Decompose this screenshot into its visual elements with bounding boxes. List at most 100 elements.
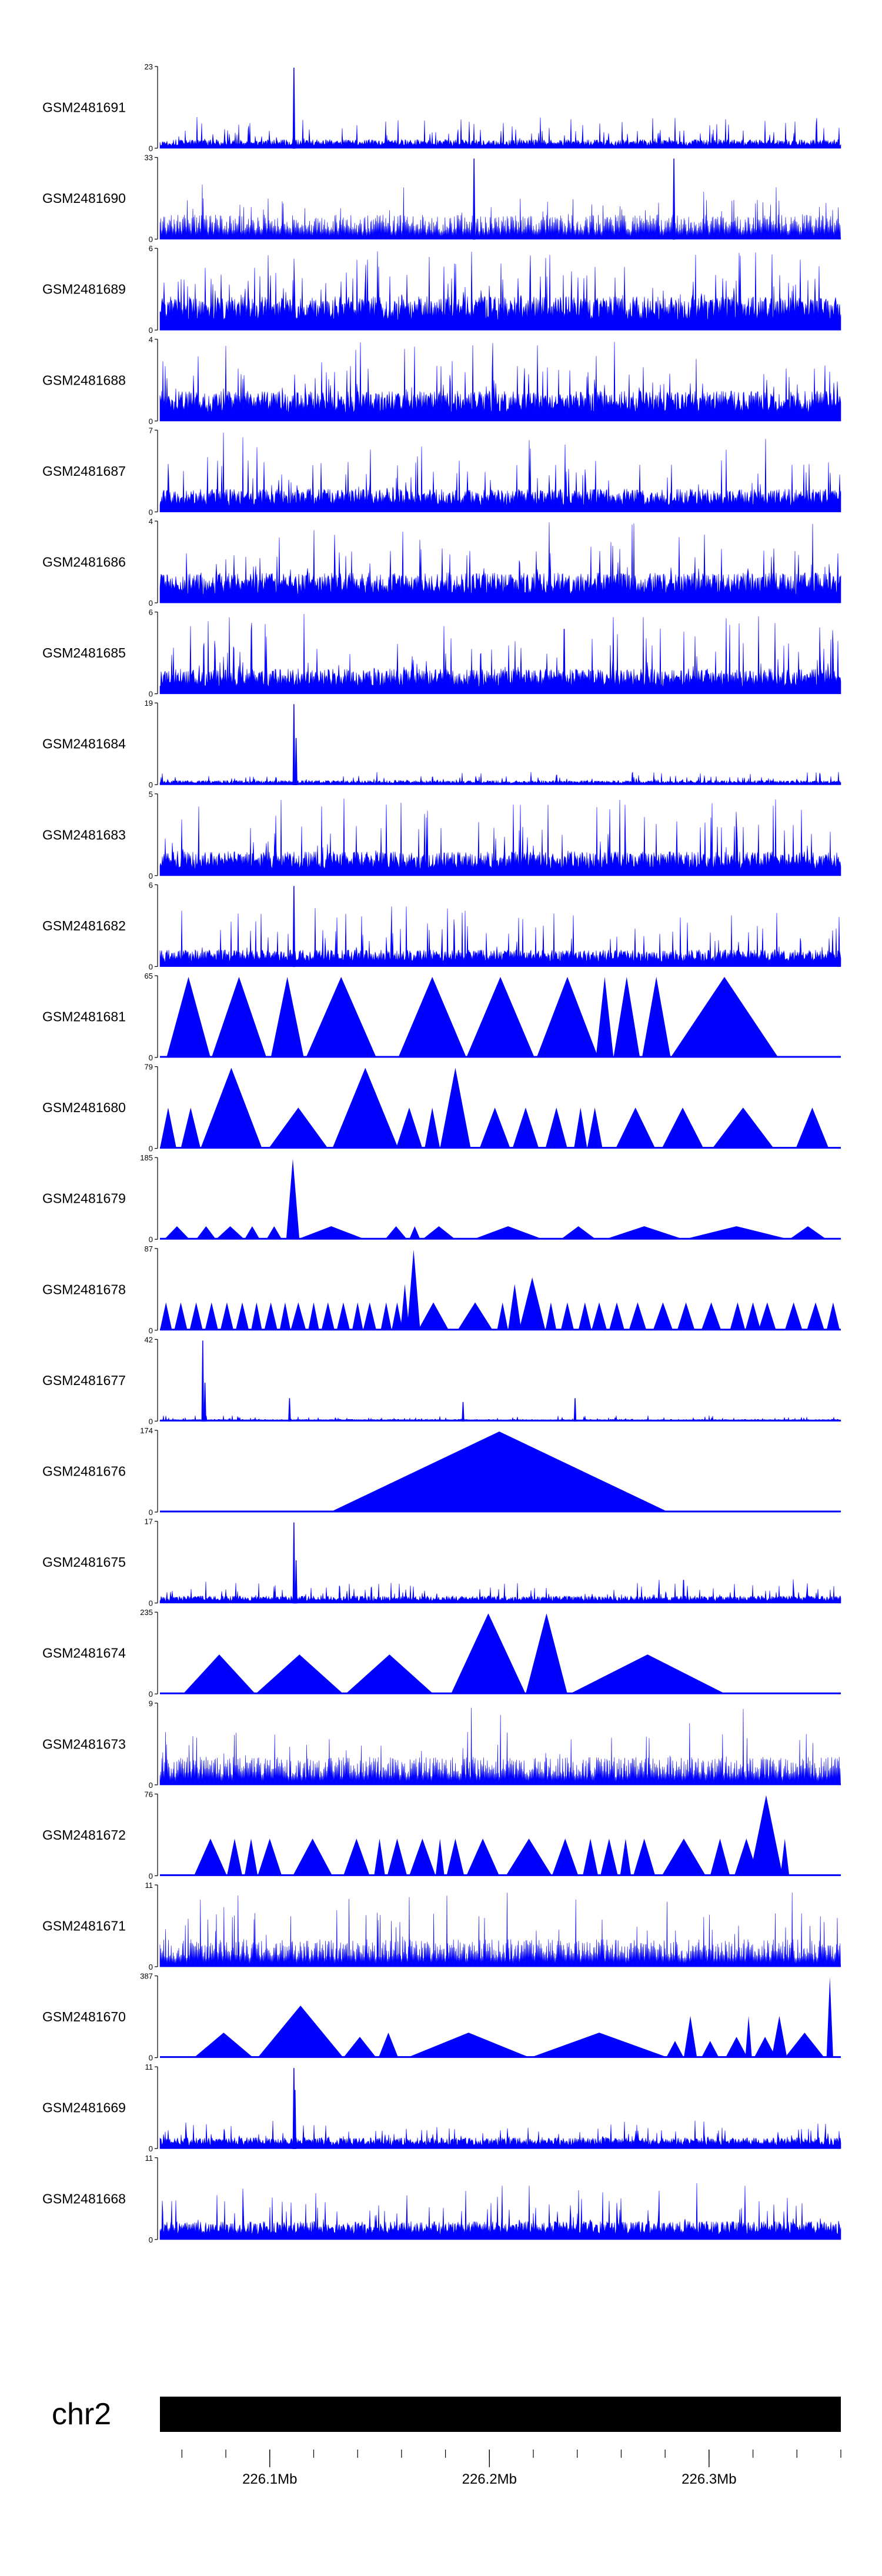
y-max-label: 11 bbox=[145, 2063, 153, 2071]
y-max-label: 174 bbox=[140, 1426, 153, 1435]
track-label: GSM2481686 bbox=[42, 555, 126, 570]
signal-peak bbox=[268, 1107, 328, 1149]
y-max-label: 9 bbox=[149, 1699, 153, 1708]
signal-peak bbox=[771, 2016, 787, 2058]
signal-peak bbox=[160, 1107, 177, 1149]
y-max-label: 33 bbox=[145, 154, 153, 162]
track-gsm2481680: GSM2481680 79 0 bbox=[42, 1063, 841, 1153]
signal-spike bbox=[293, 2090, 296, 2149]
signal-peak bbox=[609, 1302, 625, 1330]
signal-peak bbox=[378, 2033, 399, 2058]
signal-peak bbox=[683, 2016, 697, 2058]
signal-peak bbox=[292, 1838, 333, 1876]
signal-peak bbox=[473, 1226, 543, 1240]
signal-peak bbox=[701, 2041, 719, 2058]
signal-peak bbox=[440, 1067, 471, 1149]
y-max-label: 6 bbox=[149, 608, 153, 617]
signal-peak bbox=[545, 1302, 557, 1330]
signal-peak bbox=[569, 1654, 726, 1694]
track-label: GSM2481689 bbox=[42, 282, 126, 297]
y-min-label: 0 bbox=[149, 2235, 153, 2244]
track-gsm2481684: GSM2481684 19 0 bbox=[42, 699, 841, 789]
signal-coverage bbox=[159, 251, 841, 331]
track-label: GSM2481683 bbox=[42, 827, 126, 842]
chromosome-ideogram: chr2 bbox=[52, 2397, 841, 2432]
track-gsm2481685: GSM2481685 6 0 bbox=[42, 608, 841, 699]
signal-peak bbox=[270, 977, 304, 1057]
y-max-label: 11 bbox=[145, 1881, 153, 1890]
signal-peak bbox=[220, 1302, 234, 1330]
signal-peak bbox=[174, 1302, 188, 1330]
track-gsm2481676: GSM2481676 174 0 bbox=[42, 1426, 841, 1517]
signal-peak bbox=[536, 977, 599, 1057]
track-label: GSM2481677 bbox=[42, 1373, 126, 1388]
y-min-label: 0 bbox=[149, 1599, 153, 1608]
signal-peak bbox=[592, 1302, 607, 1330]
signal-peak bbox=[392, 1302, 403, 1330]
signal-peak bbox=[374, 1838, 385, 1876]
signal-peak bbox=[712, 1107, 774, 1149]
signal-peak bbox=[409, 1226, 420, 1240]
signal-peak bbox=[466, 1838, 500, 1876]
y-max-label: 4 bbox=[149, 517, 153, 526]
track-gsm2481679: GSM2481679 185 0 bbox=[42, 1153, 841, 1244]
track-gsm2481687: GSM2481687 7 0 bbox=[42, 426, 841, 516]
signal-coverage bbox=[159, 1579, 841, 1603]
signal-peak bbox=[164, 1226, 190, 1240]
signal-peak bbox=[807, 1302, 824, 1330]
track-gsm2481689: GSM2481689 6 0 bbox=[42, 244, 841, 335]
signal-peak bbox=[552, 1838, 579, 1876]
signal-spike bbox=[472, 158, 476, 240]
signal-spike bbox=[292, 1522, 296, 1604]
signal-peak bbox=[497, 1302, 509, 1330]
signal-peak bbox=[279, 1302, 291, 1330]
signal-peak bbox=[422, 1226, 456, 1240]
signal-peak bbox=[745, 1302, 761, 1330]
signal-spike bbox=[201, 1340, 205, 1422]
signal-peak bbox=[545, 1107, 567, 1149]
signal-peak bbox=[330, 1432, 669, 1512]
y-max-label: 387 bbox=[140, 1972, 153, 1981]
track-gsm2481682: GSM2481682 6 0 bbox=[42, 880, 841, 971]
signal-peak bbox=[255, 1654, 343, 1694]
signal-peak bbox=[407, 1249, 420, 1330]
track-gsm2481690: GSM2481690 33 0 bbox=[42, 154, 841, 244]
track-gsm2481677: GSM2481677 42 0 bbox=[42, 1335, 841, 1426]
signal-peak bbox=[417, 1302, 449, 1330]
y-min-label: 0 bbox=[149, 1508, 153, 1517]
track-label: GSM2481691 bbox=[42, 100, 126, 115]
y-min-label: 0 bbox=[149, 1690, 153, 1699]
signal-peak bbox=[205, 1302, 218, 1330]
signal-peak bbox=[264, 1302, 278, 1330]
track-label: GSM2481684 bbox=[42, 736, 126, 752]
track-panel: GSM2481691230GSM2481690330GSM248168960GS… bbox=[42, 62, 841, 2244]
signal-peak bbox=[398, 977, 467, 1057]
track-label: GSM2481680 bbox=[42, 1100, 126, 1115]
y-min-label: 0 bbox=[149, 235, 153, 244]
signal-peak bbox=[666, 2041, 684, 2058]
signal-peak bbox=[193, 1838, 227, 1876]
track-label: GSM2481685 bbox=[42, 645, 126, 660]
signal-peak bbox=[396, 1107, 423, 1149]
track-label: GSM2481676 bbox=[42, 1464, 126, 1479]
y-min-label: 0 bbox=[149, 417, 153, 426]
signal-peak bbox=[525, 1613, 567, 1694]
signal-peak bbox=[193, 2033, 253, 2058]
signal-peak bbox=[286, 1159, 300, 1240]
track-gsm2481688: GSM2481688 4 0 bbox=[42, 335, 841, 426]
signal-peak bbox=[653, 1302, 673, 1330]
signal-peak bbox=[425, 1107, 440, 1149]
signal-peak bbox=[754, 2037, 776, 2058]
genome-axis: 226.1Mb 226.2Mb 226.3Mb bbox=[181, 2450, 841, 2487]
signal-peak bbox=[266, 1226, 282, 1240]
track-label: GSM2481674 bbox=[42, 1646, 126, 1661]
signal-peak bbox=[332, 1067, 399, 1149]
y-max-label: 4 bbox=[149, 335, 153, 344]
chromosome-bar bbox=[160, 2397, 841, 2432]
signal-coverage bbox=[159, 906, 841, 967]
y-min-label: 0 bbox=[149, 690, 153, 699]
signal-peak bbox=[479, 1107, 510, 1149]
signal-peak bbox=[450, 1613, 526, 1694]
signal-peak bbox=[201, 1067, 262, 1149]
